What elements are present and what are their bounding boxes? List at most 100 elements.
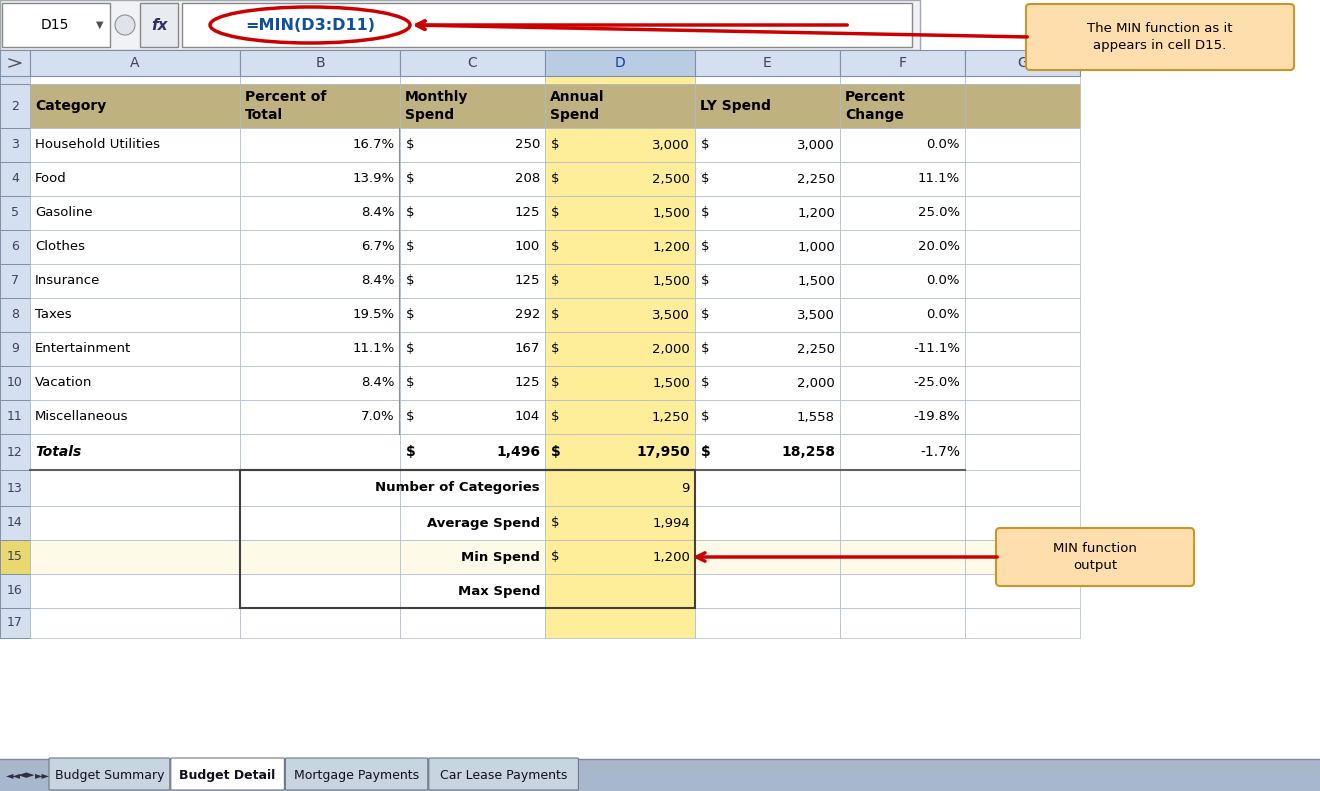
Text: Budget Detail: Budget Detail: [180, 769, 276, 782]
Text: 8.4%: 8.4%: [362, 206, 395, 219]
Bar: [965, 470, 1080, 506]
Bar: [0, 400, 30, 434]
Bar: [696, 540, 840, 574]
Text: Number of Categories: Number of Categories: [375, 482, 540, 494]
Bar: [30, 76, 240, 84]
Bar: [965, 540, 1080, 574]
Bar: [696, 76, 840, 84]
Text: $: $: [550, 206, 560, 219]
Bar: [0, 434, 30, 470]
Bar: [0, 0, 920, 50]
Text: Car Lease Payments: Car Lease Payments: [440, 769, 568, 782]
Bar: [240, 400, 400, 434]
Text: $: $: [407, 172, 414, 186]
Text: 11.1%: 11.1%: [917, 172, 960, 186]
Text: $: $: [701, 411, 710, 423]
Text: $: $: [407, 343, 414, 355]
Text: 7: 7: [11, 274, 18, 287]
Bar: [965, 162, 1080, 196]
Text: -11.1%: -11.1%: [913, 343, 960, 355]
Bar: [30, 128, 240, 162]
Bar: [0, 128, 30, 162]
Bar: [545, 76, 696, 84]
Bar: [30, 506, 240, 540]
Text: -25.0%: -25.0%: [913, 377, 960, 389]
Bar: [30, 84, 240, 128]
Bar: [0, 230, 30, 264]
Bar: [545, 196, 696, 230]
Text: 1,200: 1,200: [797, 206, 836, 219]
Bar: [840, 540, 965, 574]
Text: 0.0%: 0.0%: [927, 274, 960, 287]
Text: D15: D15: [41, 18, 69, 32]
Bar: [965, 128, 1080, 162]
Text: 1,558: 1,558: [797, 411, 836, 423]
Bar: [30, 608, 240, 638]
Text: $: $: [407, 308, 414, 321]
Text: 9: 9: [681, 482, 690, 494]
Bar: [182, 3, 912, 47]
Text: Clothes: Clothes: [36, 240, 84, 253]
Text: 3,000: 3,000: [652, 138, 690, 152]
Text: 3,500: 3,500: [652, 308, 690, 321]
Text: ►: ►: [26, 770, 34, 780]
Text: Vacation: Vacation: [36, 377, 92, 389]
Bar: [545, 434, 696, 470]
Text: 17: 17: [7, 616, 22, 630]
Text: 3: 3: [11, 138, 18, 152]
Bar: [0, 759, 1320, 791]
Bar: [696, 196, 840, 230]
Text: 14: 14: [7, 517, 22, 529]
Bar: [545, 84, 696, 128]
Text: ◄: ◄: [18, 770, 26, 780]
Bar: [400, 400, 545, 434]
Text: $: $: [701, 343, 710, 355]
Bar: [400, 196, 545, 230]
Bar: [840, 230, 965, 264]
Text: $: $: [701, 206, 710, 219]
Bar: [0, 264, 30, 298]
Text: 4: 4: [11, 172, 18, 186]
FancyBboxPatch shape: [429, 758, 578, 790]
Bar: [696, 128, 840, 162]
Text: $: $: [407, 274, 414, 287]
Text: 19.5%: 19.5%: [352, 308, 395, 321]
Bar: [0, 50, 30, 76]
FancyBboxPatch shape: [997, 528, 1195, 586]
Text: LY Spend: LY Spend: [700, 99, 771, 113]
Bar: [545, 230, 696, 264]
Text: 25.0%: 25.0%: [917, 206, 960, 219]
Bar: [30, 162, 240, 196]
Bar: [696, 230, 840, 264]
Text: Percent
Change: Percent Change: [845, 90, 906, 122]
Bar: [30, 230, 240, 264]
Bar: [0, 574, 30, 608]
Bar: [30, 540, 240, 574]
Bar: [840, 470, 965, 506]
Text: 7.0%: 7.0%: [362, 411, 395, 423]
Text: $: $: [550, 172, 560, 186]
Text: ▼: ▼: [96, 20, 104, 30]
Text: F: F: [899, 56, 907, 70]
Text: 2,250: 2,250: [797, 172, 836, 186]
Bar: [30, 332, 240, 366]
FancyBboxPatch shape: [170, 758, 284, 790]
Bar: [240, 50, 400, 76]
Bar: [30, 264, 240, 298]
Text: Entertainment: Entertainment: [36, 343, 131, 355]
Bar: [965, 608, 1080, 638]
Bar: [240, 506, 400, 540]
Text: $: $: [550, 411, 560, 423]
Text: $: $: [701, 377, 710, 389]
Bar: [240, 470, 400, 506]
Bar: [400, 264, 545, 298]
Bar: [400, 230, 545, 264]
FancyBboxPatch shape: [285, 758, 428, 790]
Bar: [400, 540, 545, 574]
Bar: [400, 128, 545, 162]
Bar: [140, 3, 178, 47]
Text: 2,500: 2,500: [652, 172, 690, 186]
Text: 0.0%: 0.0%: [927, 308, 960, 321]
FancyBboxPatch shape: [1026, 4, 1294, 70]
Bar: [0, 608, 30, 638]
